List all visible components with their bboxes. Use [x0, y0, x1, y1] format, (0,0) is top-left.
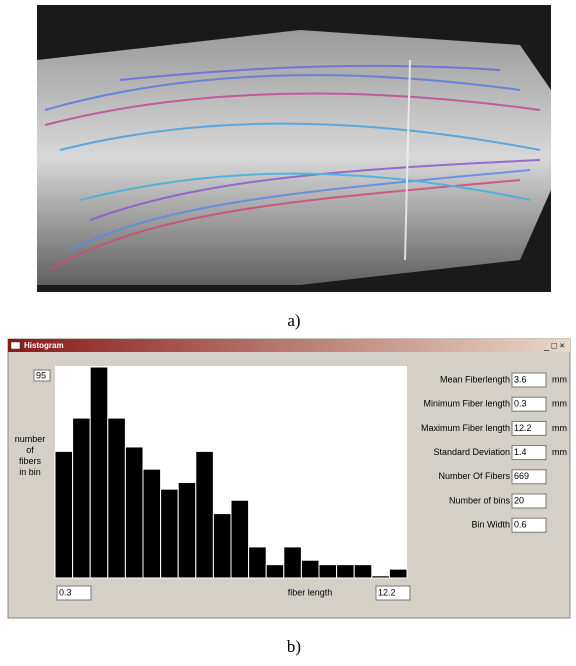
- stat-value: 12.2: [514, 423, 532, 433]
- bar: [142, 468, 162, 579]
- bar: [353, 564, 373, 579]
- stat-value: 20: [514, 495, 524, 505]
- tick-box: [33, 369, 51, 382]
- stat-box: [511, 396, 547, 412]
- tick-box: [375, 585, 411, 601]
- bar: [265, 564, 285, 579]
- stat-label: Mean Fiberlength: [440, 374, 510, 384]
- stat-value: 1.4: [514, 447, 527, 457]
- bar: [318, 564, 338, 579]
- stat-label: Minimum Fiber length: [423, 399, 510, 409]
- stat-label: Maximum Fiber length: [421, 423, 510, 433]
- bar: [195, 450, 214, 579]
- stat-label: Bin Width: [471, 520, 510, 530]
- bar: [371, 575, 390, 579]
- bar: [388, 568, 408, 579]
- stat-box: [511, 420, 547, 436]
- stat-value: 0.6: [514, 520, 527, 530]
- caption: b): [287, 637, 301, 656]
- stat-value: 3.6: [514, 374, 527, 384]
- tick-box: [56, 585, 92, 601]
- stat-box: [511, 445, 547, 461]
- bar: [336, 564, 355, 579]
- bar: [283, 546, 302, 579]
- stat-unit: mm: [552, 399, 567, 409]
- bar: [160, 488, 179, 579]
- bar: [107, 417, 126, 579]
- stat-unit: mm: [552, 374, 567, 384]
- stat-label: Standard Deviation: [433, 447, 510, 457]
- window-controls[interactable]: _ □ ×: [543, 340, 565, 350]
- fiber-image: [37, 5, 551, 292]
- bar: [230, 499, 250, 579]
- caption: a): [287, 311, 300, 330]
- bar: [300, 559, 320, 579]
- stat-box: [511, 517, 547, 533]
- bar: [89, 366, 109, 579]
- stat-box: [511, 372, 547, 388]
- bar: [72, 417, 91, 579]
- bar: [212, 513, 232, 579]
- x-tick-label: 12.2: [378, 587, 396, 597]
- y-axis-label: number of fibers in bin: [15, 434, 46, 477]
- bar: [248, 546, 267, 579]
- stat-value: 669: [514, 471, 529, 481]
- window-title: Histogram: [24, 341, 64, 350]
- stat-box: [511, 469, 547, 485]
- bar: [177, 481, 197, 579]
- y-tick-label: 95: [36, 370, 46, 380]
- stat-label: Number of bins: [449, 495, 511, 505]
- stat-unit: mm: [552, 447, 567, 457]
- bar: [54, 450, 74, 579]
- bar: [124, 446, 144, 579]
- stat-value: 0.3: [514, 399, 527, 409]
- stat-label: Number Of Fibers: [438, 471, 510, 481]
- stat-unit: mm: [552, 423, 567, 433]
- x-tick-label: 0.3: [59, 587, 72, 597]
- x-axis-label: fiber length: [288, 587, 333, 597]
- stat-box: [511, 493, 547, 509]
